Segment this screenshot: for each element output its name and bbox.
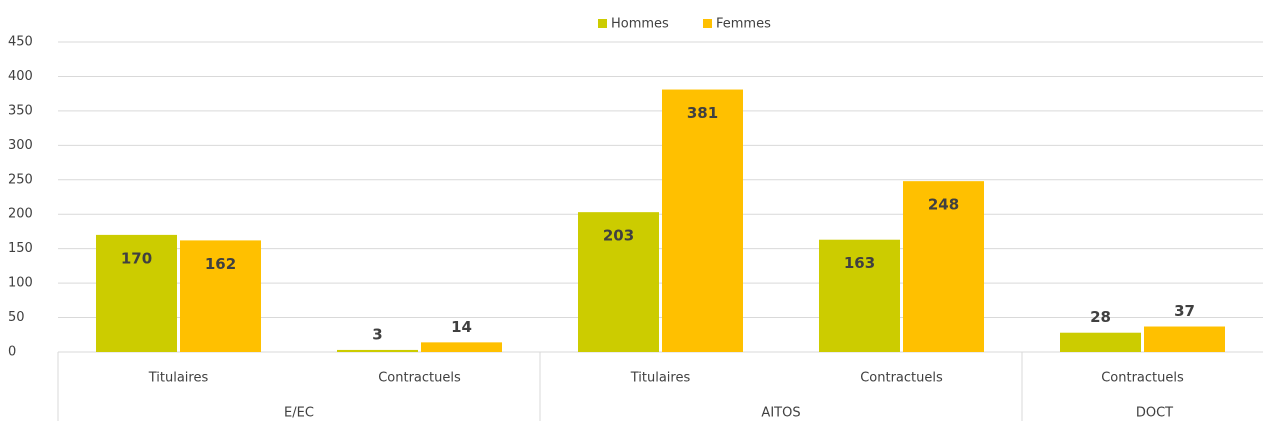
x-tick-label: Contractuels — [860, 371, 943, 386]
value-label: 170 — [121, 249, 152, 267]
legend-swatch — [703, 19, 712, 28]
bar — [578, 212, 659, 352]
value-label: 28 — [1090, 308, 1111, 326]
legend-label: Hommes — [611, 17, 669, 32]
bar — [1144, 326, 1225, 352]
bar — [96, 234, 177, 352]
value-label: 162 — [205, 255, 236, 273]
x-tick-label: Contractuels — [1101, 371, 1184, 386]
bar — [903, 181, 984, 352]
x-tick-label: Titulaires — [630, 371, 691, 386]
y-tick-label: 200 — [8, 207, 33, 222]
y-tick-label: 150 — [8, 241, 33, 256]
bar — [662, 89, 743, 353]
group-label: AITOS — [761, 406, 800, 421]
bar — [1060, 332, 1141, 352]
legend-swatch — [598, 19, 607, 28]
y-tick-label: 250 — [8, 172, 33, 187]
value-label: 3 — [372, 325, 382, 343]
y-tick-label: 100 — [8, 276, 33, 291]
group-label: DOCT — [1136, 406, 1173, 421]
bar — [180, 240, 261, 352]
value-label: 14 — [451, 318, 472, 336]
bar — [421, 342, 502, 352]
group-label: E/EC — [284, 406, 314, 421]
y-tick-label: 300 — [8, 138, 33, 153]
bar — [819, 239, 900, 352]
value-label: 203 — [603, 227, 634, 245]
x-tick-label: Titulaires — [148, 371, 209, 386]
y-tick-label: 400 — [8, 69, 33, 84]
value-label: 248 — [928, 196, 959, 214]
value-label: 163 — [844, 254, 875, 272]
value-label: 37 — [1174, 302, 1195, 320]
y-tick-label: 350 — [8, 103, 33, 118]
legend-label: Femmes — [716, 17, 771, 32]
y-tick-label: 450 — [8, 35, 33, 50]
x-tick-label: Contractuels — [378, 371, 461, 386]
y-tick-label: 0 — [8, 345, 16, 360]
bar — [337, 349, 418, 352]
value-label: 381 — [687, 104, 718, 122]
y-tick-label: 50 — [8, 310, 25, 325]
